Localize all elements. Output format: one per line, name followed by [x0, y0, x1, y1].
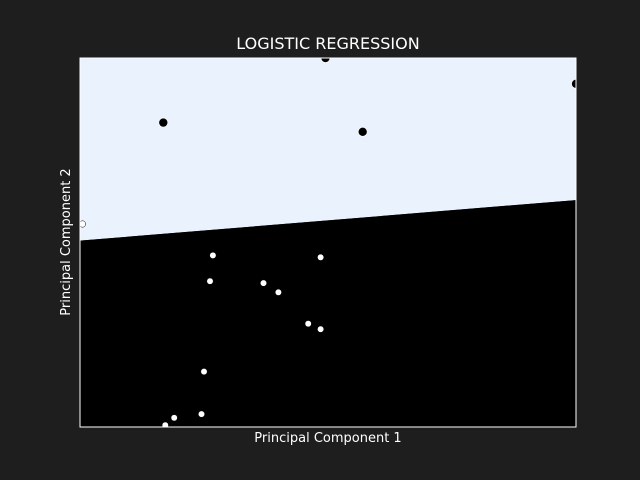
data-point-series-1-5 — [274, 288, 282, 296]
decision-region-upper — [80, 58, 576, 241]
plot-frame — [79, 57, 577, 428]
data-point-series-1-7 — [317, 325, 325, 333]
data-point-series-1-9 — [198, 410, 205, 418]
x-axis-label: Principal Component 1 — [254, 431, 401, 446]
data-point-series-0-3 — [571, 79, 576, 89]
chart-title: LOGISTIC REGRESSION — [236, 34, 419, 53]
data-points — [80, 58, 576, 427]
data-point-series-1-1 — [209, 251, 217, 259]
data-point-series-1-2 — [317, 253, 325, 261]
data-point-series-0-1 — [320, 58, 331, 63]
data-point-series-0-0 — [158, 117, 169, 128]
data-point-series-1-6 — [304, 320, 312, 328]
data-point-series-1-8 — [200, 368, 208, 376]
data-point-series-1-0 — [80, 220, 86, 228]
plot-area — [79, 57, 577, 428]
data-point-series-1-11 — [161, 421, 169, 427]
data-point-series-1-10 — [170, 414, 178, 422]
data-point-series-1-3 — [206, 277, 214, 285]
y-axis-label: Principal Component 2 — [59, 168, 74, 315]
data-point-series-0-2 — [357, 127, 368, 137]
data-point-series-1-4 — [260, 279, 267, 287]
